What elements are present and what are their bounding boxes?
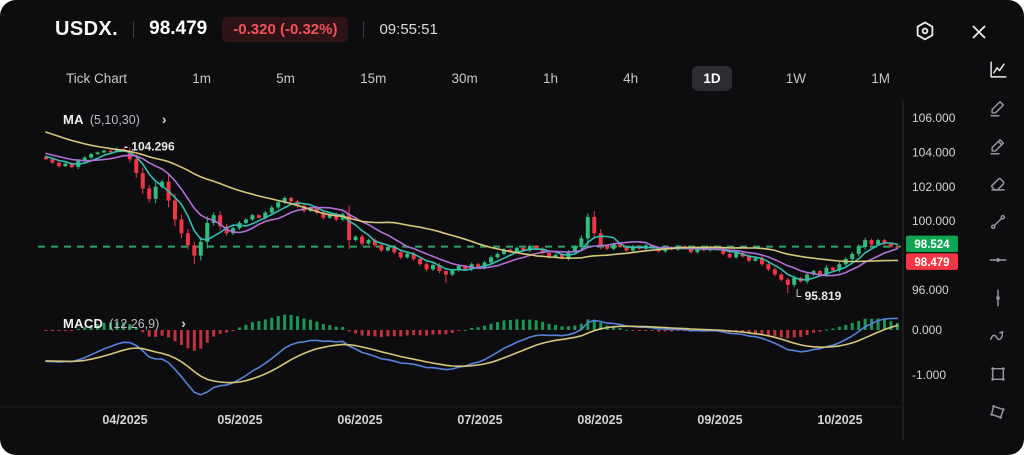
- pen-icon[interactable]: [986, 134, 1010, 158]
- last-price-badge: 98.479: [906, 253, 958, 270]
- timeframe-tab-1h[interactable]: 1h: [532, 66, 569, 91]
- timeframe-tabs: Tick Chart 1m 5m 15m 30m 1h 4h 1D 1W 1M: [55, 66, 901, 91]
- macd-params: (12,26,9): [109, 317, 160, 331]
- svg-text:08/2025: 08/2025: [577, 413, 622, 427]
- wave-arrow-icon[interactable]: [986, 324, 1010, 348]
- chevron-right-icon[interactable]: [162, 112, 167, 126]
- bid-price-badge-text: 98.524: [914, 239, 950, 251]
- eraser-icon[interactable]: [986, 172, 1010, 196]
- svg-text:04/2025: 04/2025: [102, 413, 147, 427]
- svg-text:102.000: 102.000: [912, 180, 956, 194]
- ma-params: (5,10,30): [89, 113, 140, 127]
- last-price: 98.479: [149, 18, 208, 39]
- settings-icon[interactable]: [908, 15, 942, 49]
- ma-name: MA: [63, 112, 84, 127]
- timeframe-tab-1d[interactable]: 1D: [692, 66, 732, 91]
- svg-text:106.000: 106.000: [912, 111, 956, 125]
- header-actions: [908, 15, 996, 49]
- drawing-toolbar: [986, 58, 1010, 424]
- macd-indicator-label[interactable]: MACD (12,26,9): [63, 316, 186, 331]
- timeframe-tab-30m[interactable]: 30m: [441, 66, 489, 91]
- svg-text:96.000: 96.000: [912, 283, 949, 297]
- svg-text:07/2025: 07/2025: [457, 413, 502, 427]
- polygon-icon[interactable]: [986, 400, 1010, 424]
- svg-text:0.000: 0.000: [912, 323, 942, 337]
- trendline-icon[interactable]: [986, 210, 1010, 234]
- quote-time: 09:55:51: [379, 20, 438, 38]
- pencil-icon[interactable]: [986, 96, 1010, 120]
- svg-text:-1.000: -1.000: [912, 368, 946, 382]
- header-divider: [133, 20, 135, 38]
- vertical-line-icon[interactable]: [986, 286, 1010, 310]
- svg-text:06/2025: 06/2025: [337, 413, 382, 427]
- close-icon[interactable]: [962, 15, 996, 49]
- svg-text:100.000: 100.000: [912, 214, 956, 228]
- last-price-badge-text: 98.479: [914, 257, 949, 269]
- rectangle-icon[interactable]: [986, 362, 1010, 386]
- macd-histogram: [44, 314, 899, 351]
- chevron-right-icon[interactable]: [181, 316, 186, 330]
- bid-price-badge: 98.524: [906, 235, 958, 253]
- timeframe-tab-1w[interactable]: 1W: [775, 66, 817, 91]
- price-annotation: - 104.296: [124, 139, 175, 153]
- timeframe-tab-1m[interactable]: 1M: [860, 66, 901, 91]
- timeframe-tab-tick-chart[interactable]: Tick Chart: [55, 66, 138, 91]
- timeframe-tab-15m[interactable]: 15m: [349, 66, 397, 91]
- timeframe-tab-5m[interactable]: 5m: [265, 66, 306, 91]
- timeframe-tab-1m[interactable]: 1m: [181, 66, 222, 91]
- macd-name: MACD: [63, 316, 104, 331]
- symbol-name: USDX.: [55, 17, 119, 40]
- ma-indicator-label[interactable]: MA (5,10,30): [63, 112, 167, 127]
- chart-header: USDX. 98.479 -0.320 (-0.32%) 09:55:51: [55, 13, 438, 45]
- horizontal-line-icon[interactable]: [986, 248, 1010, 272]
- price-annotation: └ 95.819: [793, 289, 842, 303]
- chart-indicator-icon[interactable]: [986, 58, 1010, 82]
- svg-text:09/2025: 09/2025: [697, 413, 742, 427]
- svg-text:104.000: 104.000: [912, 145, 956, 159]
- candles: [44, 147, 900, 294]
- svg-text:05/2025: 05/2025: [217, 413, 262, 427]
- price-change-badge: -0.320 (-0.32%): [222, 16, 349, 42]
- header-divider: [363, 20, 365, 38]
- timeframe-tab-4h[interactable]: 4h: [612, 66, 649, 91]
- svg-text:10/2025: 10/2025: [817, 413, 862, 427]
